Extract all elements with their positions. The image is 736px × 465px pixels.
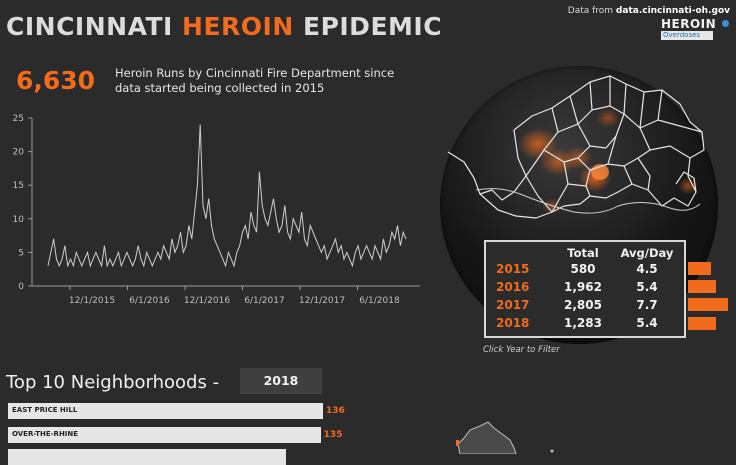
logo-sub-text: Overdoses	[661, 31, 713, 40]
source-prefix: Data from	[567, 6, 616, 16]
x-axis: 12/1/2015 6/1/2016 12/1/2016 6/1/2017 12/1/2…	[32, 285, 420, 306]
total-runs-description: Heroin Runs by Cincinnati Fire Departmen…	[115, 66, 395, 95]
neighborhood-value: 135	[323, 430, 343, 440]
year-row[interactable]: 2015 580 4.5	[486, 262, 684, 280]
x-tick-label: 12/1/2015	[69, 296, 115, 306]
neighborhood-value: 136	[326, 406, 345, 416]
x-tick-label: 12/1/2016	[184, 296, 230, 306]
neighborhood-bar[interactable]	[8, 427, 321, 443]
logo-top-text: HEROIN	[661, 17, 717, 31]
neighborhood-row[interactable]	[8, 449, 316, 465]
logo-dot-icon	[722, 20, 729, 27]
top10-title: Top 10 Neighborhoods -	[6, 372, 220, 393]
col-header-total: Total	[567, 246, 599, 260]
y-tick-label: 5	[18, 248, 24, 258]
avg-bar	[688, 262, 712, 275]
x-tick-label: 6/1/2018	[359, 296, 400, 306]
map-heat-spots	[518, 108, 698, 214]
avg-bar	[688, 317, 717, 330]
year-label[interactable]: 2018	[496, 316, 530, 330]
neighborhood-row[interactable]: OVER-THE-RHINE 135	[8, 427, 351, 443]
year-label[interactable]: 2016	[496, 280, 530, 294]
map-river	[475, 188, 701, 214]
year-row[interactable]: 2016 1,962 5.4	[486, 280, 684, 298]
heroin-runs-line[interactable]	[47, 124, 407, 268]
year-total: 1,962	[564, 280, 602, 294]
year-total: 580	[570, 262, 596, 276]
y-tick-label: 10	[13, 215, 25, 225]
minimap-marker	[456, 440, 459, 446]
col-header-avg: Avg/Day	[620, 246, 674, 260]
year-filter-button[interactable]: 2018	[240, 368, 322, 394]
year-label[interactable]: 2017	[496, 298, 530, 312]
total-runs-value: 6,630	[16, 66, 96, 95]
avg-bar	[688, 298, 728, 311]
x-tick-label: 6/1/2017	[244, 296, 284, 306]
year-summary-table: Total Avg/Day 2015 580 4.5 2016 1,962 5.…	[484, 240, 686, 338]
year-avg: 5.4	[636, 316, 658, 330]
neighborhood-bar[interactable]	[8, 403, 323, 419]
year-total: 1,283	[564, 316, 602, 330]
neighborhood-row[interactable]: EAST PRICE HILL 136	[8, 403, 353, 419]
minimap-dot	[550, 449, 554, 453]
year-total: 2,805	[564, 298, 602, 312]
year-row[interactable]: 2018 1,283 5.4	[486, 316, 684, 334]
data-source: Data from data.cincinnati-oh.gov	[568, 6, 730, 16]
avg-bar	[688, 280, 717, 293]
y-tick-label: 20	[13, 148, 25, 158]
year-avg: 7.7	[636, 298, 658, 312]
neighborhood-name: EAST PRICE HILL	[12, 406, 78, 414]
title-part2: EPIDEMIC	[293, 12, 443, 41]
neighborhood-map-icon[interactable]	[440, 418, 560, 454]
neighborhood-name: OVER-THE-RHINE	[12, 430, 79, 438]
heroin-logo-icon: HEROIN Overdoses	[661, 18, 731, 40]
page-title: CINCINNATI HEROIN EPIDEMIC	[6, 12, 442, 41]
year-avg: 4.5	[636, 262, 658, 276]
timeseries-chart[interactable]: 0 5 10 15 20 25 12/1/2015 6/1/2016 12/1/2016 6/1…	[0, 108, 430, 308]
source-link[interactable]: data.cincinnati-oh.gov	[615, 6, 730, 16]
year-avg: 5.4	[636, 280, 658, 294]
y-tick-label: 15	[13, 181, 24, 191]
y-tick-label: 0	[18, 282, 24, 292]
map-neighborhood-borders	[447, 75, 705, 219]
x-tick-label: 12/1/2017	[299, 296, 345, 306]
cincinnati-map-icon[interactable]	[440, 66, 718, 344]
year-row[interactable]: 2017 2,805 7.7	[486, 298, 684, 316]
filter-hint: Click Year to Filter	[483, 345, 560, 355]
year-label[interactable]: 2015	[496, 262, 530, 276]
minimap-shape	[457, 421, 517, 454]
title-part1: CINCINNATI	[6, 12, 183, 41]
neighborhood-bar[interactable]	[8, 449, 286, 465]
x-tick-label: 6/1/2016	[129, 296, 170, 306]
y-axis: 0 5 10 15 20 25	[13, 114, 33, 292]
title-accent: HEROIN	[182, 12, 294, 41]
y-tick-label: 25	[13, 114, 24, 124]
